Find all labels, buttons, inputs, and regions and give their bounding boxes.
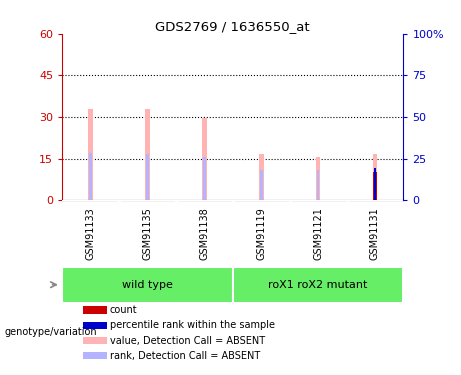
Bar bbox=[83, 337, 107, 344]
Text: genotype/variation: genotype/variation bbox=[5, 327, 97, 337]
Text: GSM91131: GSM91131 bbox=[370, 207, 380, 260]
Text: GSM91119: GSM91119 bbox=[256, 207, 266, 260]
Bar bbox=[372, 172, 377, 200]
Bar bbox=[202, 118, 207, 200]
Title: GDS2769 / 1636550_at: GDS2769 / 1636550_at bbox=[155, 20, 310, 33]
Text: percentile rank within the sample: percentile rank within the sample bbox=[110, 320, 275, 330]
Bar bbox=[145, 109, 150, 200]
Text: GSM91133: GSM91133 bbox=[86, 207, 96, 260]
Text: GSM91121: GSM91121 bbox=[313, 207, 323, 260]
Text: value, Detection Call = ABSENT: value, Detection Call = ABSENT bbox=[110, 336, 265, 346]
Bar bbox=[89, 153, 92, 200]
Text: count: count bbox=[110, 305, 138, 315]
Bar bbox=[259, 154, 264, 200]
Text: GSM91135: GSM91135 bbox=[142, 207, 153, 260]
Bar bbox=[83, 352, 107, 360]
Bar bbox=[316, 157, 320, 200]
Bar bbox=[374, 168, 376, 200]
Bar bbox=[233, 267, 403, 303]
Bar bbox=[83, 322, 107, 329]
Bar bbox=[89, 109, 93, 200]
Bar bbox=[317, 170, 319, 200]
Text: wild type: wild type bbox=[122, 280, 173, 290]
Bar bbox=[203, 157, 206, 200]
Bar bbox=[83, 306, 107, 314]
Text: GSM91138: GSM91138 bbox=[199, 207, 209, 260]
Bar bbox=[372, 154, 377, 200]
Bar bbox=[146, 154, 149, 200]
Bar bbox=[62, 267, 233, 303]
Text: roX1 roX2 mutant: roX1 roX2 mutant bbox=[268, 280, 368, 290]
Bar bbox=[260, 170, 263, 200]
Text: rank, Detection Call = ABSENT: rank, Detection Call = ABSENT bbox=[110, 351, 260, 361]
